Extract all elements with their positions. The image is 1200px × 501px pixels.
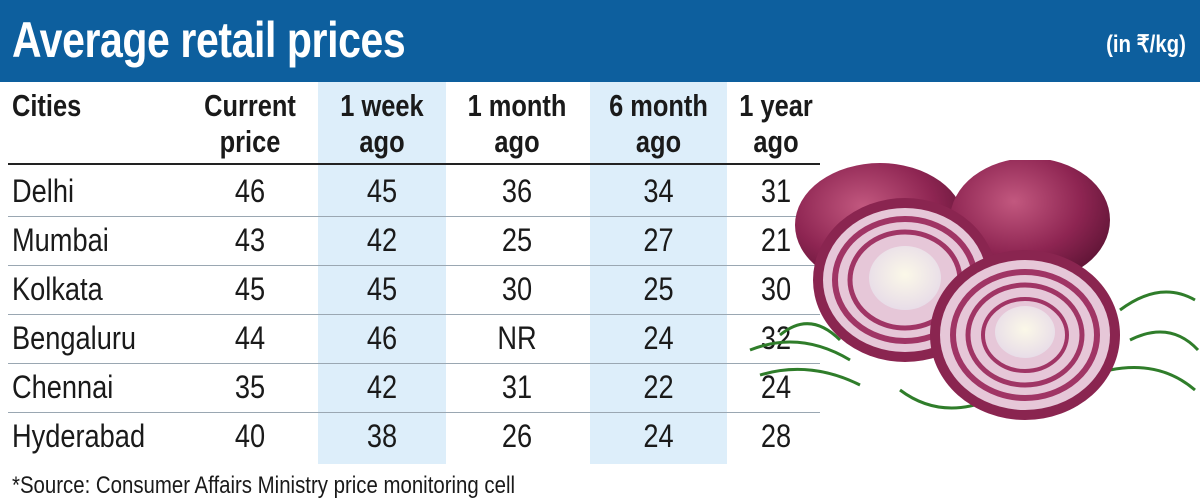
header-line: Cities: [12, 88, 82, 123]
price-cell: 46: [366, 320, 398, 356]
header-line: price: [219, 124, 281, 159]
column-shade-6month: [590, 82, 727, 464]
price-cell: 24: [643, 320, 674, 356]
price-cell: 38: [366, 418, 398, 454]
header-divider: [8, 163, 820, 165]
city-name: Hyderabad: [12, 418, 146, 454]
price-cell: 27: [643, 222, 674, 258]
price-cell: 26: [501, 418, 533, 454]
row-divider: [8, 216, 820, 217]
header-line: 6 month: [609, 88, 708, 123]
onion-icon: [749, 158, 1200, 420]
column-header-week: 1 week ago: [330, 88, 435, 160]
row-divider: [8, 412, 820, 413]
price-cell: 30: [760, 271, 792, 307]
price-cell: NR: [497, 320, 537, 356]
price-cell: 45: [234, 271, 266, 307]
city-name: Delhi: [12, 173, 74, 209]
city-name: Mumbai: [12, 222, 109, 258]
row-divider: [8, 363, 820, 364]
unit-note: (in ₹/kg): [1106, 31, 1186, 58]
header-line: ago: [359, 124, 405, 159]
price-cell: 45: [366, 271, 398, 307]
header-line: 1 year: [739, 88, 813, 123]
price-cell: 40: [234, 418, 266, 454]
price-cell: 42: [366, 369, 398, 405]
price-cell: 42: [366, 222, 398, 258]
price-cell: 30: [501, 271, 533, 307]
column-shade-week: [318, 82, 446, 464]
title-bar: Average retail prices (in ₹/kg): [0, 0, 1200, 82]
header-line: ago: [494, 124, 540, 159]
city-name: Chennai: [12, 369, 114, 405]
source-note: *Source: Consumer Affairs Ministry price…: [12, 472, 516, 499]
column-header-cities: Cities: [12, 88, 143, 124]
price-cell: 45: [366, 173, 398, 209]
price-cell: 31: [501, 369, 533, 405]
price-cell: 32: [760, 320, 792, 356]
header-line: ago: [635, 124, 682, 159]
chart-title: Average retail prices: [12, 12, 406, 68]
price-cell: 25: [501, 222, 533, 258]
price-cell: 43: [234, 222, 266, 258]
column-header-month: 1 month ago: [462, 88, 572, 160]
price-cell: 36: [501, 173, 533, 209]
price-cell: 31: [760, 173, 792, 209]
price-cell: 44: [234, 320, 266, 356]
header-line: 1 week: [340, 88, 424, 123]
price-cell: 35: [234, 369, 266, 405]
city-name: Kolkata: [12, 271, 103, 307]
header-line: 1 month: [467, 88, 567, 123]
row-divider: [8, 314, 820, 315]
price-cell: 46: [234, 173, 266, 209]
price-cell: 25: [643, 271, 674, 307]
onion-illustration: [740, 158, 1200, 460]
column-header-year: 1 year ago: [738, 88, 813, 160]
city-name: Bengaluru: [12, 320, 137, 356]
price-cell: 21: [760, 222, 792, 258]
header-line: ago: [753, 124, 799, 159]
column-header-6month: 6 month ago: [602, 88, 714, 160]
price-cell: 24: [760, 369, 792, 405]
row-divider: [8, 265, 820, 266]
header-line: Current: [204, 88, 296, 123]
column-header-current: Current price: [201, 88, 299, 160]
price-cell: 24: [643, 418, 674, 454]
price-cell: 34: [643, 173, 674, 209]
price-cell: 22: [643, 369, 674, 405]
price-cell: 28: [760, 418, 792, 454]
